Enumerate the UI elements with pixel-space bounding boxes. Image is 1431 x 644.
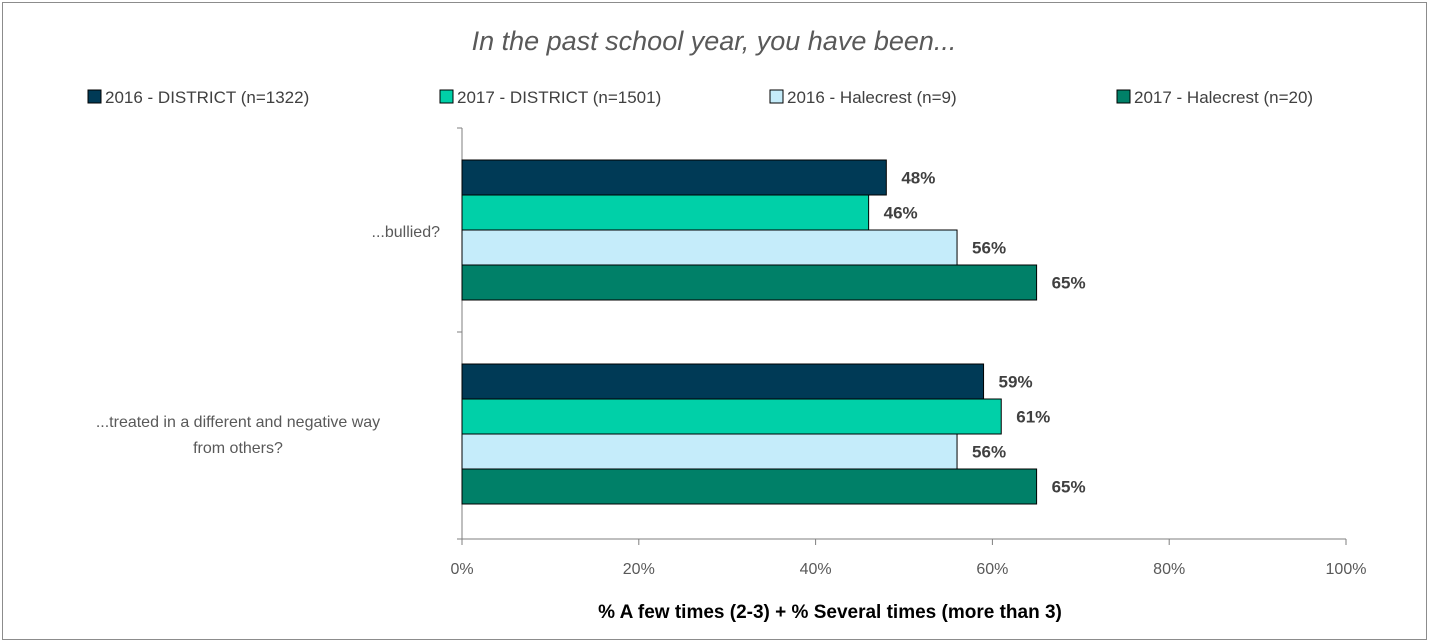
data-label-cat1-series4: 65% (1052, 274, 1086, 293)
bar-cat2-series3 (461, 433, 958, 470)
x-tick-label-4: 60% (976, 561, 1008, 578)
legend: 2016 - DISTRICT (n=1322) 2017 - DISTRICT … (87, 88, 1313, 107)
legend-swatch-1 (87, 89, 102, 104)
category-label-2-line-1: ...treated in a different and negative w… (96, 414, 380, 431)
legend-label-2: 2017 - DISTRICT (n=1501) (457, 88, 661, 107)
legend-swatch-2 (439, 89, 454, 104)
category-label-2-line-2: from others? (193, 440, 283, 457)
legend-label-4: 2017 - Halecrest (n=20) (1134, 88, 1313, 107)
bar-cat1-series3 (461, 229, 958, 266)
x-axis-title: % A few times (2-3) + % Several times (m… (598, 602, 1062, 623)
data-label-cat1-series1: 48% (901, 169, 935, 188)
legend-swatch-4 (1116, 89, 1131, 104)
bar-cat2-series2 (461, 398, 1002, 435)
bars: 48% 46% 56% 65% 59% 61% 56% 65% (461, 159, 1086, 505)
x-tick-label-2: 20% (623, 561, 655, 578)
x-tick-label-3: 40% (800, 561, 832, 578)
bar-cat2-series1 (461, 363, 985, 400)
data-label-cat2-series4: 65% (1052, 478, 1086, 497)
bar-cat1-series4 (461, 264, 1038, 301)
x-tick-label-5: 80% (1153, 561, 1185, 578)
data-label-cat1-series3: 56% (972, 239, 1006, 258)
data-label-cat2-series2: 61% (1016, 408, 1050, 427)
legend-label-3: 2016 - Halecrest (n=9) (787, 88, 957, 107)
bar-cat2-series4 (461, 468, 1038, 505)
legend-swatch-3 (769, 89, 784, 104)
data-label-cat1-series2: 46% (884, 204, 918, 223)
x-tick-label-6: 100% (1326, 561, 1367, 578)
bar-cat1-series2 (461, 194, 870, 231)
bar-cat1-series1 (461, 159, 887, 196)
data-label-cat2-series3: 56% (972, 443, 1006, 462)
chart-title: In the past school year, you have been..… (472, 26, 957, 56)
legend-label-1: 2016 - DISTRICT (n=1322) (105, 88, 309, 107)
data-label-cat2-series1: 59% (999, 373, 1033, 392)
category-label-1: ...bullied? (372, 224, 441, 241)
x-tick-label-1: 0% (450, 561, 473, 578)
